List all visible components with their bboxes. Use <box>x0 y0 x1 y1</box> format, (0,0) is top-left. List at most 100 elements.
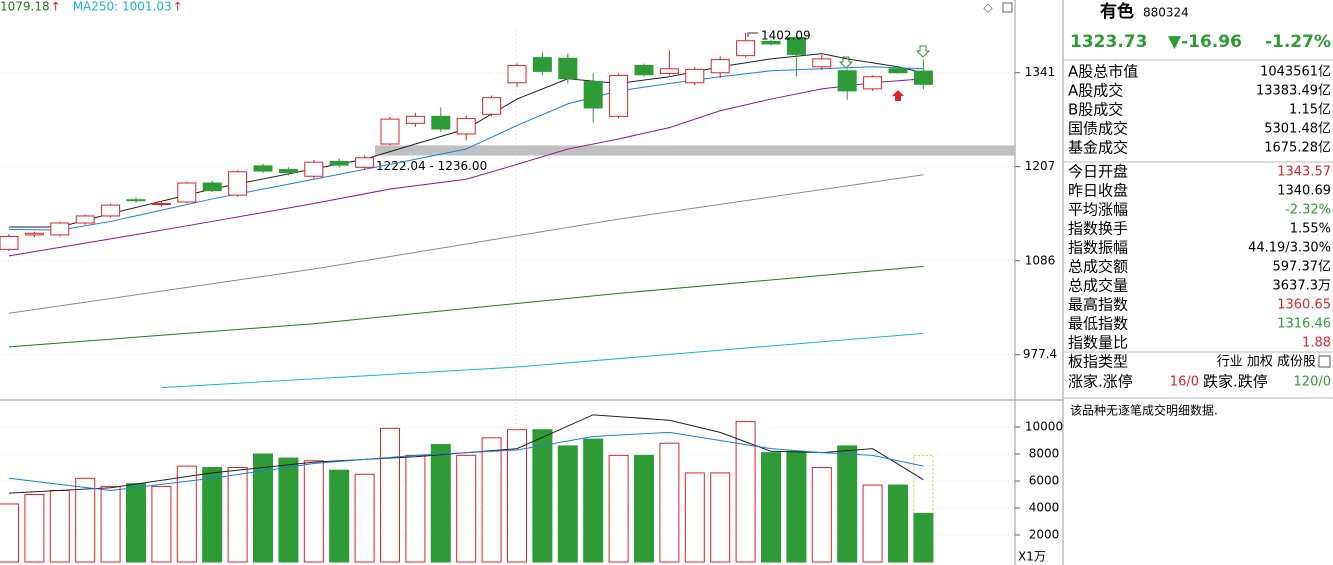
candle-body <box>431 115 451 130</box>
type-label: 板指类型 <box>1068 353 1128 371</box>
volume-bar <box>405 454 426 563</box>
ma-line <box>8 78 924 257</box>
row-label: A股总市值 <box>1068 63 1138 81</box>
volume-bar <box>354 473 375 563</box>
panel-change-pct: -1.27% <box>1265 32 1331 52</box>
gap-label: 1222.04 - 1236.00 <box>376 159 487 173</box>
panel-code: 880324 <box>1143 6 1189 20</box>
row-label: 总成交额 <box>1068 258 1128 276</box>
type-value: 行业 加权 成份股 <box>1217 354 1316 370</box>
row-value: 1675.28亿 <box>1264 141 1331 156</box>
volume-bar <box>202 467 223 563</box>
row-value: 13383.49亿 <box>1256 84 1331 99</box>
row-value: 1340.69 <box>1277 184 1331 199</box>
signal-arrow <box>915 45 931 58</box>
volume-bar <box>430 444 451 563</box>
row-label: 今日开盘 <box>1068 163 1128 181</box>
row-label: 指数换手 <box>1068 220 1128 238</box>
volume-bar <box>735 421 756 563</box>
candle-body <box>888 68 908 74</box>
unit-label: X1万 <box>1018 550 1046 564</box>
volume-bar <box>888 484 908 563</box>
row-value: 5301.48亿 <box>1264 122 1331 137</box>
row-value: 1.55% <box>1290 222 1331 237</box>
row-value: 1343.57 <box>1277 165 1331 180</box>
candle-body <box>228 171 248 196</box>
row-value: 1360.65 <box>1277 298 1331 313</box>
row-label: 指数量比 <box>1068 334 1128 352</box>
panel-price: 1323.73 <box>1070 32 1147 52</box>
volume-bar <box>151 485 172 563</box>
candle-body <box>812 58 832 68</box>
candle-body <box>0 235 19 250</box>
volume-bar <box>100 485 121 563</box>
volume-bar <box>761 452 781 563</box>
row-label: 国债成交 <box>1068 120 1128 138</box>
high-label: 1402.09 <box>761 29 811 43</box>
candle-body <box>786 37 806 55</box>
candle-body <box>456 117 476 135</box>
candle-body <box>126 199 146 202</box>
row-label: 昨日收盘 <box>1068 182 1128 200</box>
icon-box[interactable] <box>1002 2 1013 13</box>
signal-arrow <box>892 90 904 101</box>
candle-body <box>532 57 552 72</box>
volume-bar <box>303 460 324 563</box>
indicator-arrow: ↑ <box>51 0 61 14</box>
type-icon[interactable] <box>1318 355 1331 368</box>
volume-bar <box>811 467 832 563</box>
volume-bar <box>49 489 70 563</box>
y-tick-label: 4000 <box>1029 501 1060 515</box>
volume-bar <box>75 477 96 563</box>
row-value: 44.19/3.30% <box>1248 241 1331 256</box>
indicator: MA250: 1001.03 <box>73 0 172 14</box>
candle-body <box>151 203 171 206</box>
candle-body <box>837 70 857 92</box>
y-tick-label: 8000 <box>1029 447 1060 461</box>
candle-body <box>685 68 705 84</box>
ma-line <box>161 332 924 389</box>
row-value: -2.32% <box>1285 203 1331 218</box>
volume-bar <box>253 453 273 563</box>
volume-bar <box>278 457 299 563</box>
y-tick-label: 10000 <box>1025 420 1063 434</box>
indicator: 1079.18 <box>0 0 50 14</box>
indicator-arrow: ↑ <box>173 0 183 14</box>
ma-line <box>8 174 924 314</box>
candle-body <box>710 59 730 74</box>
row-value: 1.15亿 <box>1289 103 1331 118</box>
volume-bar <box>710 472 731 563</box>
row-label: B股成交 <box>1068 101 1123 119</box>
volume-bar <box>329 469 350 563</box>
candle-body <box>75 215 95 224</box>
panel-name: 有色 <box>1100 1 1134 22</box>
panel-note: 该品种无逐笔成交明细数据. <box>1070 403 1218 418</box>
candle-body <box>913 70 933 85</box>
candle-body <box>583 80 603 109</box>
icon-diamond[interactable]: ◇ <box>983 1 993 15</box>
row-label: 最低指数 <box>1068 315 1128 333</box>
row-value: 1.88 <box>1302 336 1331 351</box>
candle-body <box>482 97 502 115</box>
row-value: 1043561亿 <box>1260 65 1331 80</box>
candle-body <box>380 118 400 145</box>
row-label: 基金成交 <box>1068 139 1128 157</box>
volume-bar <box>481 437 502 563</box>
y-tick-label: 977.4 <box>1023 347 1057 361</box>
volume-bar <box>24 494 45 563</box>
y-tick-label: 6000 <box>1029 474 1060 488</box>
candle-body <box>304 161 324 177</box>
ma-line <box>8 431 924 491</box>
volume-bar <box>532 429 553 563</box>
candle-body <box>329 160 349 166</box>
candle-body <box>24 232 44 236</box>
panel-change: ▼-16.96 <box>1168 32 1242 52</box>
y-tick-label: 2000 <box>1029 528 1060 542</box>
candle-body <box>405 115 425 124</box>
high-leader <box>747 32 758 38</box>
candle-body <box>863 76 883 90</box>
projected-volume <box>913 454 934 563</box>
candle-body <box>101 204 121 217</box>
